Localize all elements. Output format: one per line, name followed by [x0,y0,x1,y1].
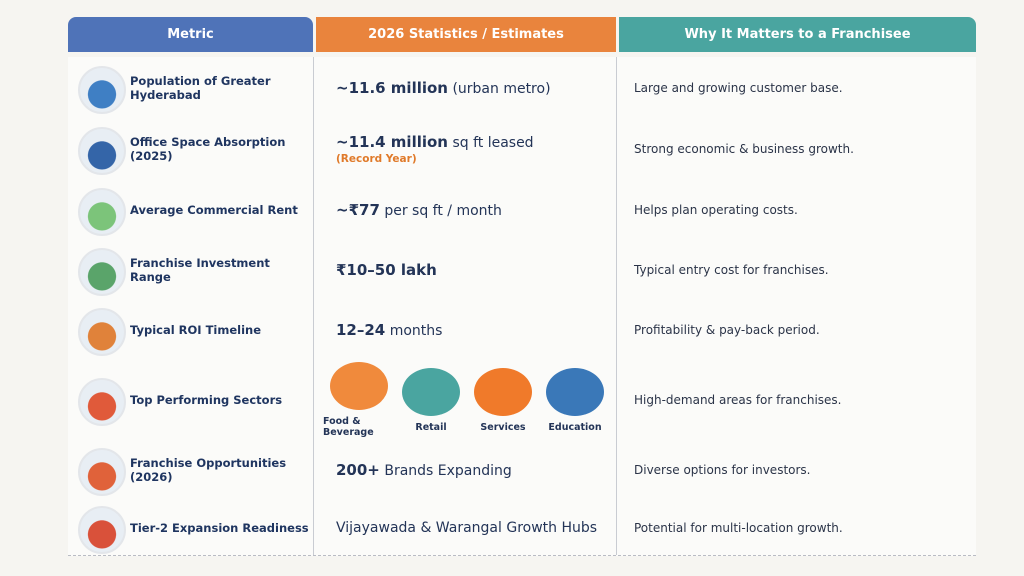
stat-cell: ₹10–50 lakh [336,240,626,300]
stat-cell: 12–24 months [336,300,626,360]
column-divider [313,118,314,180]
stat-cell: ~11.6 million (urban metro) [336,57,626,118]
table-row: Top Performing Sectors Food & Beverage Ret… [68,360,976,441]
sector-icon [474,367,532,416]
stat-detail: months [389,323,443,339]
column-divider [616,440,617,500]
stat-line: ~₹77 per sq ft / month [336,201,502,219]
sector-label: Food & Beverage [323,416,374,438]
stat-cell: Vijayawada & Warangal Growth Hubs [336,500,626,555]
stat-value: 200+ [336,461,380,479]
stat-note: (Record Year) [336,153,417,165]
table-row: Tier-2 Expansion Readiness Vijayawada & W… [68,500,976,556]
column-divider [313,240,314,300]
table-row: Population of Greater Hyderabad ~11.6 mil… [68,57,976,119]
column-divider [616,240,617,300]
why-cell: Large and growing customer base. [634,80,843,95]
header-why: Why It Matters to a Franchisee [619,17,976,52]
sector: Retail [395,367,467,433]
stat-line: Vijayawada & Warangal Growth Hubs [336,520,597,536]
table-row: Franchise Opportunities (2026) 200+ Brand… [68,440,976,501]
column-divider [616,360,617,440]
why-cell: Strong economic & business growth. [634,142,854,156]
header-metric: Metric [68,17,313,52]
column-divider [313,360,314,440]
sector: Food & Beverage [323,362,395,438]
stat-detail: sq ft leased [452,135,534,151]
why-cell: Typical entry cost for franchises. [634,263,829,277]
stat-value: 12–24 [336,321,386,339]
why-cell: Helps plan operating costs. [634,203,798,217]
sector: Education [539,367,611,433]
row-icon [78,505,126,554]
metric-cell: Top Performing Sectors [130,393,283,407]
metric-cell: Franchise Investment Range [130,256,270,284]
stat-cell: ~₹77 per sq ft / month [336,180,626,240]
sector-label: Retail [415,421,447,433]
stat-detail: per sq ft / month [384,203,502,219]
header-stats: 2026 Statistics / Estimates [316,17,616,52]
column-divider [616,57,617,118]
metric-cell: Typical ROI Timeline [130,323,262,337]
stat-line: 200+ Brands Expanding [336,461,512,479]
column-divider [616,500,617,555]
row-icon [78,127,126,175]
stat-detail: (urban metro) [452,80,551,97]
stat-value: ~11.6 million [336,78,448,97]
stat-value: ₹10–50 lakh [336,261,437,279]
sector-label: Services [480,421,526,433]
column-divider [616,180,617,240]
sector-icon [402,367,460,416]
metric-cell: Franchise Opportunities (2026) [130,456,287,484]
sector-icon [330,362,388,410]
why-cell: Profitability & pay-back period. [634,323,820,337]
row-icon [78,378,126,426]
row-icon [78,188,126,236]
column-divider [313,57,314,118]
row-icon [78,308,126,356]
column-divider [313,180,314,240]
metric-cell: Tier-2 Expansion Readiness [130,520,309,535]
sector-label: Education [548,421,602,433]
metric-cell: Office Space Absorption (2025) [130,135,286,163]
why-cell: Diverse options for investors. [634,463,811,477]
column-divider [616,118,617,180]
sector-icon [546,367,604,416]
column-divider [313,500,314,555]
stat-value: ~11.4 million [336,133,448,151]
table-row: Average Commercial Rent ~₹77 per sq ft / … [68,180,976,241]
stat-line: ₹10–50 lakh [336,261,437,279]
column-divider [616,300,617,360]
sector: Services [467,367,539,433]
stat-cell: 200+ Brands Expanding [336,440,626,500]
table-row: Franchise Investment Range ₹10–50 lakh Typ… [68,240,976,301]
row-icon [78,248,126,296]
stat-cell: ~11.4 million sq ft leased (Record Year) [336,118,626,180]
table-row: Typical ROI Timeline 12–24 months Profitab… [68,300,976,361]
metric-cell: Average Commercial Rent [130,203,298,217]
stat-line: ~11.6 million (urban metro) [336,79,551,97]
stat-detail: Brands Expanding [384,463,512,479]
metric-cell: Population of Greater Hyderabad [130,73,271,102]
row-icon [78,448,126,496]
stat-cell: Food & Beverage Retail Services Education [322,360,612,440]
why-cell: High-demand areas for franchises. [634,393,842,407]
table-row: Office Space Absorption (2025) ~11.4 mill… [68,118,976,181]
why-cell: Potential for multi-location growth. [634,520,843,535]
column-divider [313,440,314,500]
stat-value: ~₹77 [336,201,380,219]
stat-line: 12–24 months [336,321,442,339]
row-icon [78,65,126,114]
stat-line: ~11.4 million sq ft leased [336,133,534,151]
column-divider [313,300,314,360]
stat-detail: Vijayawada & Warangal Growth Hubs [336,519,598,536]
